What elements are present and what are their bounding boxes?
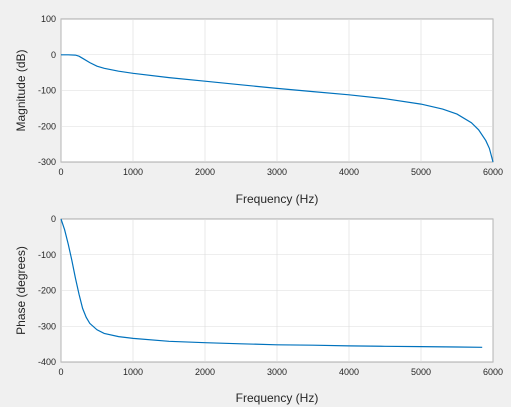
phase-x-tick-label: 6000 xyxy=(483,367,503,377)
phase-y-axis-label: Phase (degrees) xyxy=(14,246,28,335)
magnitude-y-axis-label: Magnitude (dB) xyxy=(14,49,28,131)
magnitude-x-axis-label: Frequency (Hz) xyxy=(236,192,319,206)
magnitude-y-tick-label: -300 xyxy=(38,157,56,167)
magnitude-x-tick-label: 1000 xyxy=(123,167,143,177)
magnitude-x-tick-label: 0 xyxy=(58,167,63,177)
magnitude-x-tick-label: 2000 xyxy=(195,167,215,177)
magnitude-tick-labels: 0 1000 2000 3000 4000 5000 60001000-100-200-30… xyxy=(38,14,503,177)
phase-tick-labels: 0 1000 2000 3000 4000 5000 6000 0 -100 -200 -300 -4… xyxy=(38,214,503,377)
phase-x-axis-label: Frequency (Hz) xyxy=(236,391,319,405)
phase-y-tick-label: -400 xyxy=(38,357,56,367)
magnitude-series-line xyxy=(61,54,494,163)
phase-plot: 0 1000 2000 3000 4000 5000 6000 0 -100 -200 -300 -4… xyxy=(14,214,503,405)
phase-x-tick-label: 2000 xyxy=(195,367,215,377)
phase-y-tick-label: -200 xyxy=(38,286,56,296)
phase-y-tick-label: -100 xyxy=(38,250,56,260)
phase-y-tick-label: 0 xyxy=(51,214,56,224)
phase-x-tick-label: 1000 xyxy=(123,367,143,377)
phase-y-tick-label: -300 xyxy=(38,321,56,331)
magnitude-x-tick-label: 4000 xyxy=(339,167,359,177)
magnitude-y-tick-label: -100 xyxy=(38,86,56,96)
magnitude-y-tick-label: -200 xyxy=(38,121,56,131)
phase-x-tick-label: 3000 xyxy=(267,367,287,377)
phase-x-tick-label: 4000 xyxy=(339,367,359,377)
magnitude-x-tick-label: 3000 xyxy=(267,167,287,177)
magnitude-grid xyxy=(60,18,494,163)
phase-x-tick-label: 5000 xyxy=(411,367,431,377)
phase-grid xyxy=(60,218,494,363)
phase-x-tick-label: 0 xyxy=(58,367,63,377)
magnitude-x-tick-label: 6000 xyxy=(483,167,503,177)
magnitude-plot: 0 1000 2000 3000 4000 5000 60001000-100-200-30… xyxy=(14,14,503,206)
magnitude-x-tick-label: 5000 xyxy=(411,167,431,177)
phase-series-line xyxy=(60,218,483,348)
magnitude-y-tick-label: 0 xyxy=(51,50,56,60)
magnitude-y-tick-label: 100 xyxy=(41,14,56,24)
